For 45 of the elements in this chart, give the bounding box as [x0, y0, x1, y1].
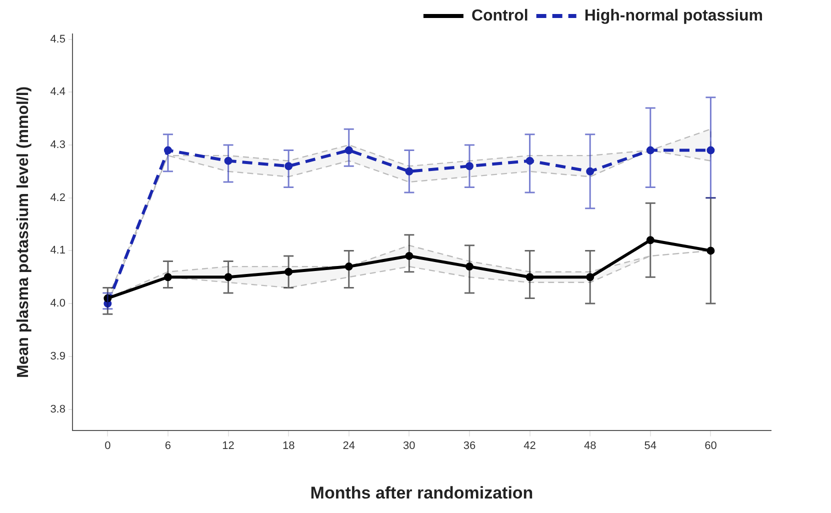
- y-tick-label: 3.8: [50, 403, 66, 416]
- point: [104, 300, 112, 308]
- x-tick-label: 0: [104, 440, 111, 452]
- x-tick-label: 60: [704, 440, 717, 452]
- y-tick-label: 4.2: [50, 192, 66, 204]
- point: [586, 167, 594, 176]
- point: [104, 294, 112, 302]
- point: [344, 146, 353, 154]
- point: [224, 156, 232, 165]
- point: [526, 273, 534, 282]
- point: [164, 146, 172, 154]
- x-tick-label: 54: [644, 440, 657, 452]
- x-tick-label: 48: [584, 440, 596, 452]
- legend-label: High-normal potassium: [584, 7, 764, 24]
- point: [224, 273, 232, 282]
- x-tick-label: 6: [164, 440, 172, 452]
- point: [465, 162, 474, 170]
- x-tick-label: 36: [463, 440, 476, 452]
- point: [465, 262, 474, 271]
- point: [164, 273, 172, 282]
- point: [706, 246, 715, 255]
- point: [284, 162, 293, 170]
- point: [586, 273, 594, 282]
- point: [284, 268, 293, 276]
- point: [646, 236, 654, 244]
- y-tick-label: 4.3: [50, 139, 66, 152]
- x-axis-title: Months after randomization: [310, 483, 534, 502]
- y-tick-label: 4.4: [50, 86, 66, 98]
- point: [405, 167, 414, 176]
- point: [344, 262, 353, 271]
- x-tick-label: 18: [282, 440, 295, 452]
- x-tick-label: 30: [403, 440, 416, 452]
- point: [526, 156, 534, 165]
- point: [706, 146, 715, 154]
- y-tick-label: 4.1: [50, 244, 66, 257]
- y-tick-label: 4.0: [50, 298, 66, 310]
- x-tick-label: 24: [342, 440, 356, 452]
- legend-label: Control: [471, 7, 528, 24]
- y-tick-label: 3.9: [50, 350, 66, 362]
- point: [646, 146, 654, 154]
- x-tick-label: 42: [524, 440, 536, 452]
- y-axis-title: Mean plasma potassium level (mmol/l): [15, 86, 32, 378]
- point: [405, 252, 414, 260]
- y-tick-label: 4.5: [50, 33, 66, 46]
- x-tick-label: 12: [222, 440, 234, 452]
